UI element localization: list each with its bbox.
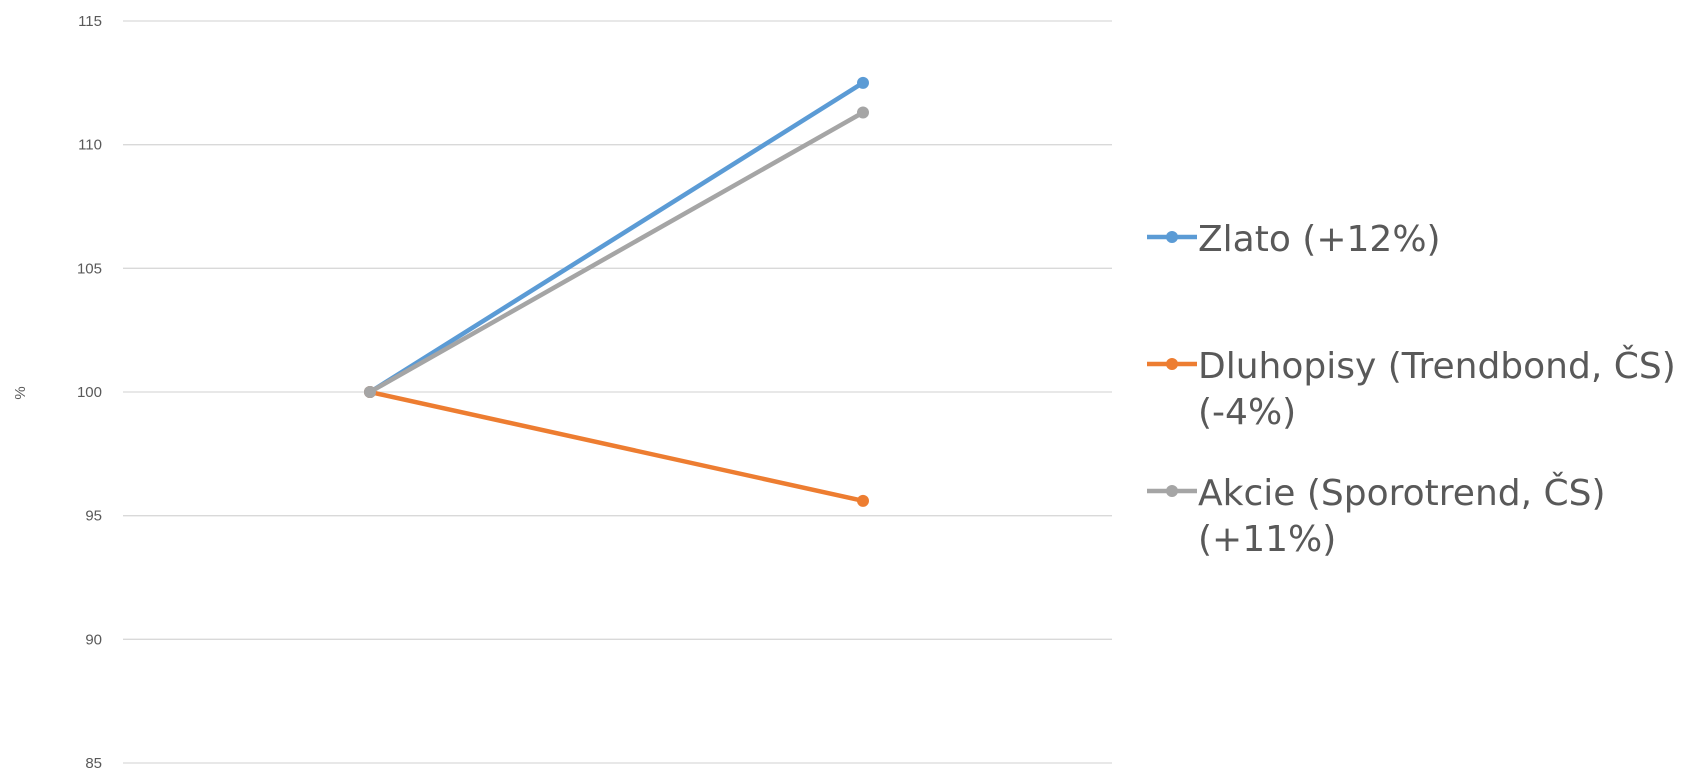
legend-item: Zlato (+12%) — [1147, 219, 1441, 260]
legend-swatch-marker — [1166, 358, 1178, 370]
y-axis-tick-labels: 85 90 95 100 105 110 115 — [77, 13, 102, 769]
data-point — [857, 106, 869, 119]
series-group — [364, 76, 869, 507]
legend-swatch-marker — [1166, 485, 1178, 497]
legend-item: Akcie (Sporotrend, ČS) (+11%) — [1147, 472, 1606, 560]
series-Dluhopisy (Trendbond, ČS) (-4%) — [364, 386, 869, 507]
y-axis-title: % — [12, 386, 29, 399]
y-tick-label: 85 — [85, 755, 102, 769]
series-Akcie (Sporotrend, ČS) (+11%) — [364, 106, 869, 398]
legend-swatch-marker — [1166, 231, 1178, 243]
series-Zlato (+12%) — [364, 76, 869, 398]
legend-label: Dluhopisy (Trendbond, ČS) — [1198, 345, 1676, 387]
y-tick-label: 115 — [78, 13, 102, 30]
series-line — [367, 80, 866, 395]
legend-label: (+11%) — [1198, 519, 1336, 560]
y-tick-label: 105 — [77, 260, 102, 277]
series-line — [367, 389, 866, 504]
series-line — [367, 110, 866, 395]
data-point — [857, 76, 869, 89]
legend-item: Dluhopisy (Trendbond, ČS) (-4%) — [1147, 345, 1676, 433]
y-tick-label: 110 — [78, 137, 102, 154]
y-tick-label: 100 — [77, 384, 102, 401]
legend-label: Akcie (Sporotrend, ČS) — [1198, 472, 1606, 514]
data-point — [364, 386, 376, 398]
legend-label: (-4%) — [1198, 392, 1296, 433]
legend: Zlato (+12%) Dluhopisy (Trendbond, ČS) (-4… — [1147, 219, 1676, 560]
y-tick-label: 95 — [85, 508, 102, 525]
data-point — [857, 494, 869, 507]
y-tick-label: 90 — [85, 631, 102, 648]
gridlines — [123, 20, 1112, 764]
legend-label: Zlato (+12%) — [1198, 219, 1441, 260]
